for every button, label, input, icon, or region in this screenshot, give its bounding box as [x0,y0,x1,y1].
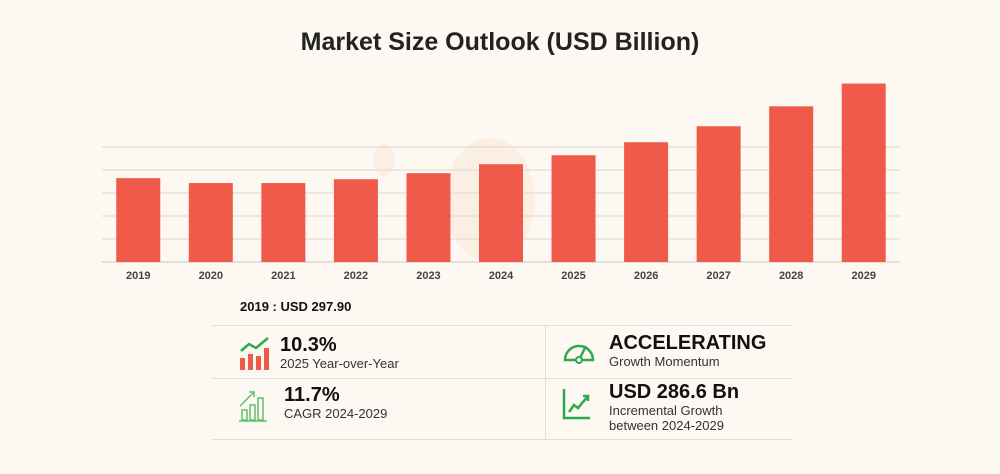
stat-value: 11.7% [284,384,340,406]
x-tick-label: 2026 [634,270,658,282]
stat-label: CAGR 2024-2029 [284,406,388,421]
bar-2027 [696,126,741,262]
x-tick-label: 2022 [344,270,368,282]
stat-label-2: between 2024-2029 [609,418,724,433]
line-chart-up-icon [562,389,590,420]
stat-label: Incremental Growth [609,403,723,418]
bar-2022 [333,179,378,262]
x-tick-label: 2025 [561,270,585,282]
bar-2019 [116,178,161,262]
speedometer-icon [563,344,595,364]
bar-chart-trend-icon [240,337,269,370]
stat-value: 10.3% [280,334,337,356]
stat-value: USD 286.6 Bn [609,381,740,403]
base-year-value: 2019 : USD 297.90 [240,299,352,314]
stat-label: Growth Momentum [609,354,720,369]
bar-2026 [624,142,669,262]
x-tick-label: 2027 [706,270,730,282]
bar-2023 [406,173,451,262]
bar-chart: 2019 2020 2021 2022 2023 2024 2025 2026 2027 2028… [102,83,900,282]
x-tick-label: 2019 [126,270,150,282]
divider [212,378,792,379]
x-tick-label: 2021 [271,270,295,282]
stat-label: 2025 Year-over-Year [280,356,399,371]
chart-title: Market Size Outlook (USD Billion) [300,28,700,56]
x-tick-label: 2029 [851,270,875,282]
bar-2024 [479,164,523,262]
stats-table: 10.3% 2025 Year-over-Year ACCELERATING G… [212,325,792,440]
x-tick-label: 2020 [199,270,223,282]
stat-value: ACCELERATING [609,332,767,354]
x-tick-label: 2028 [779,270,803,282]
x-tick-label: 2024 [489,270,514,282]
bar-2028 [769,106,814,262]
x-tick-label: 2023 [416,270,440,282]
bar-2025 [551,155,596,262]
bar-2029 [841,83,886,262]
bar-2020 [188,183,233,262]
divider [545,326,546,439]
bar-2021 [261,183,306,262]
growth-bars-icon [239,391,267,422]
